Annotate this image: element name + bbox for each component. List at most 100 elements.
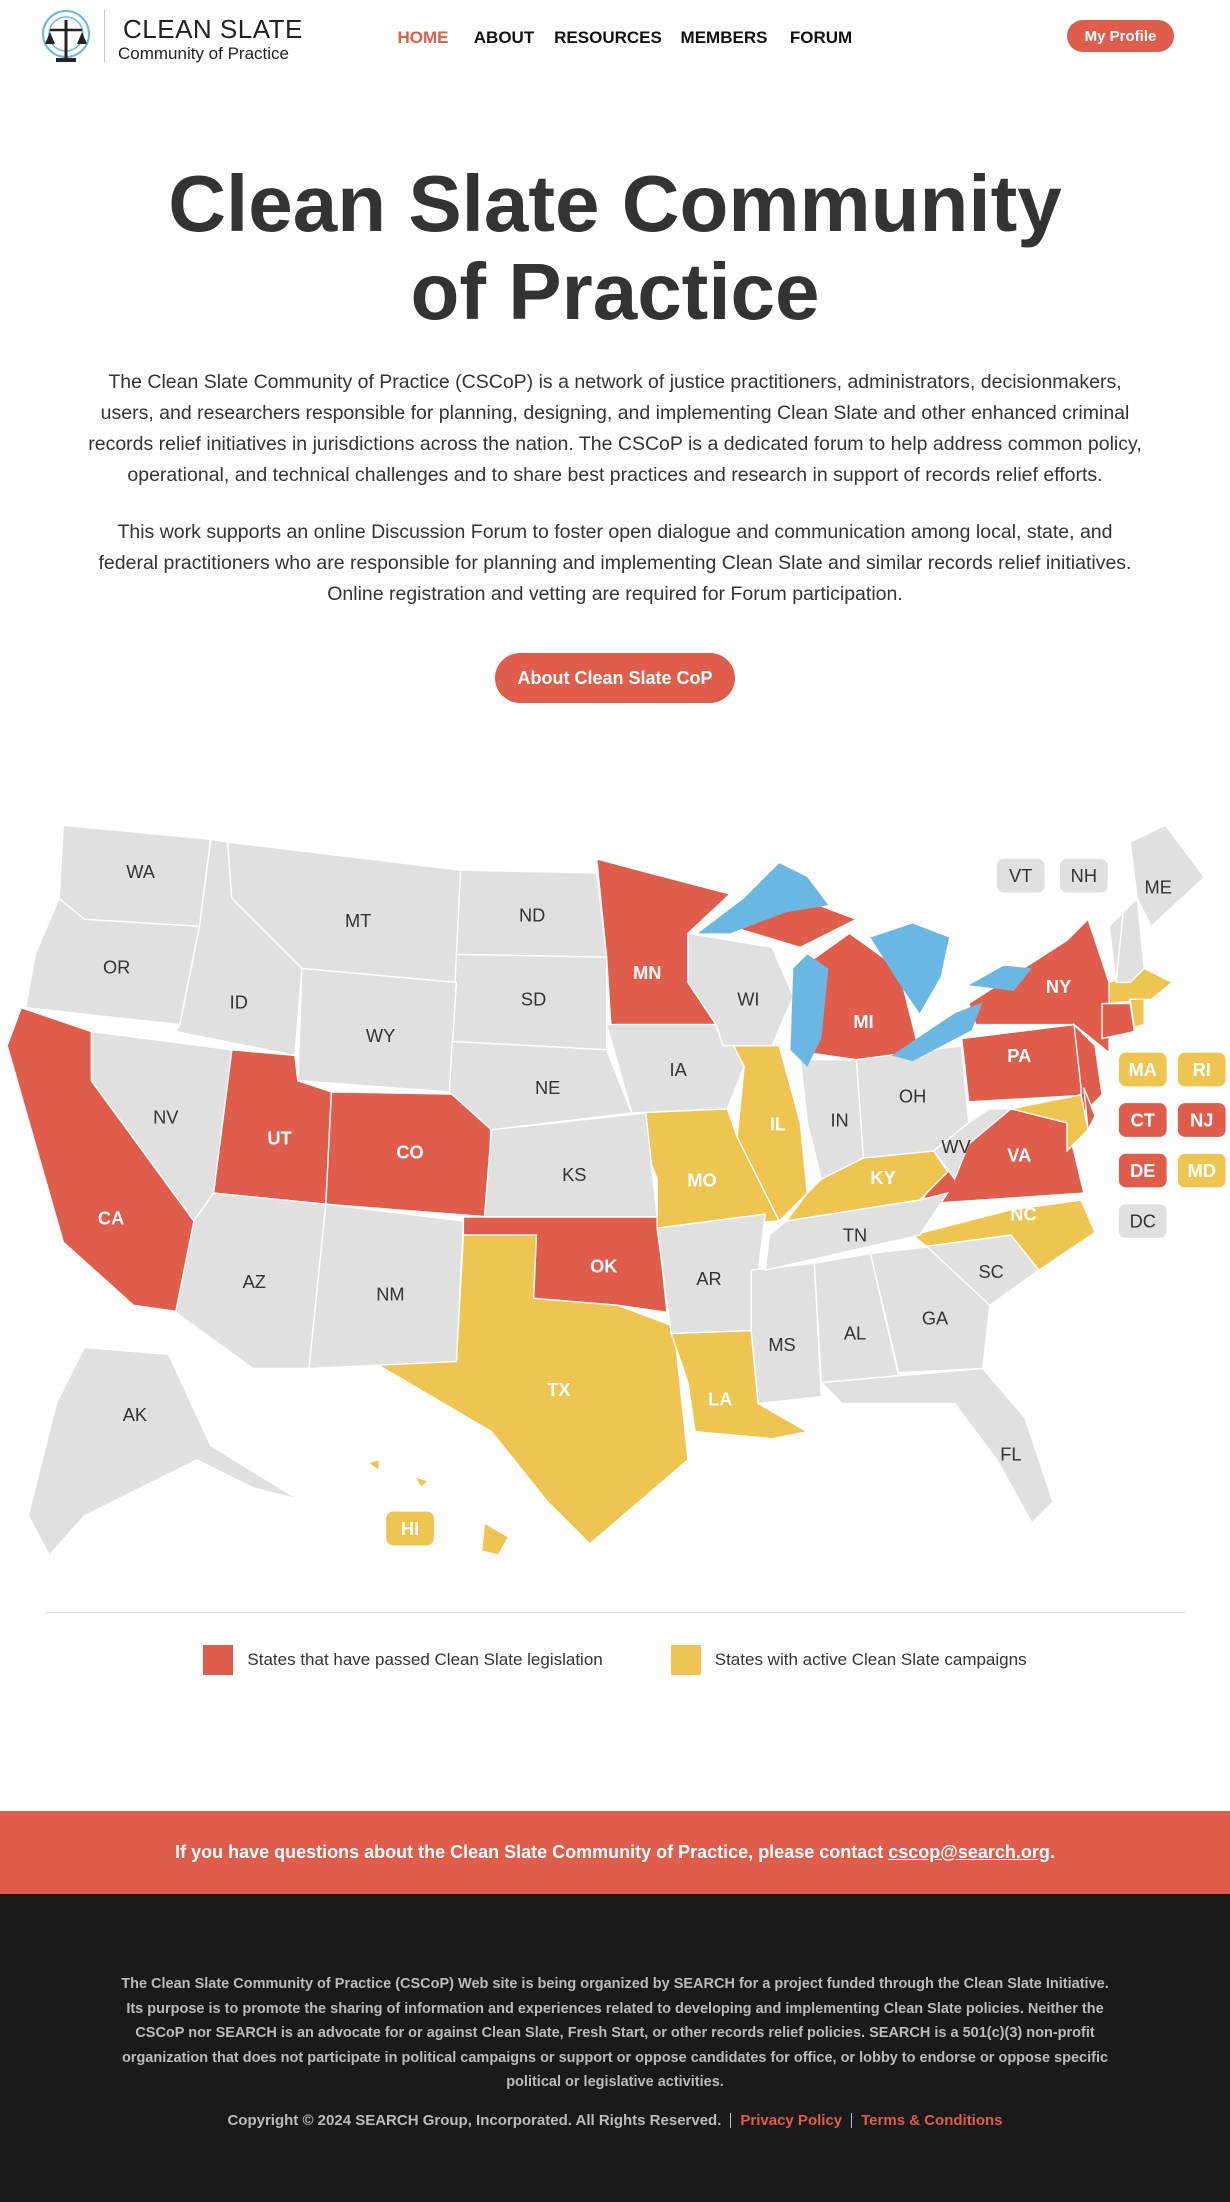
state-badge	[1118, 1204, 1167, 1238]
logo-title: CLEAN SLATE	[123, 14, 303, 44]
state-label: TN	[843, 1224, 867, 1245]
state-shape	[1129, 824, 1206, 928]
legend-swatch	[203, 1645, 234, 1675]
nav-link[interactable]: MEMBERS	[680, 28, 768, 47]
footer-copyright-row: Copyright © 2024 SEARCH Group, Incorpora…	[0, 2112, 1230, 2129]
state-shape	[1083, 1087, 1096, 1133]
state-shape	[605, 1023, 745, 1114]
nav-link[interactable]: HOME	[397, 28, 449, 47]
state-label: UT	[267, 1128, 291, 1149]
about-button[interactable]: About Clean Slate CoP	[495, 653, 735, 703]
legend-swatch	[670, 1645, 701, 1675]
state-shape	[480, 1521, 510, 1556]
state-label: CT	[1131, 1109, 1155, 1130]
state-label: MN	[633, 962, 661, 983]
state-shape	[1129, 998, 1145, 1029]
state-badge	[1177, 1153, 1226, 1188]
state-badge	[1059, 858, 1108, 893]
state-shape	[932, 1108, 1013, 1181]
state-badge	[1177, 1052, 1226, 1087]
state-shape	[412, 1475, 430, 1489]
state-shape	[1101, 1002, 1136, 1040]
state-shape	[764, 1191, 950, 1272]
state-labels: CA UT CO OK MN MI PA NY VA CT NJ DE TX LA MO IL KY NC MA RI…	[98, 858, 1226, 1546]
state-label: MI	[853, 1011, 873, 1032]
us-map: CA UT CO OK MN MI PA NY VA CT NJ DE TX LA MO IL KY NC MA RI…	[6, 824, 1226, 1557]
states	[6, 824, 1206, 1557]
contact-end: .	[1049, 1842, 1055, 1862]
state-label: OK	[590, 1255, 617, 1276]
state-shape	[27, 1346, 299, 1557]
state-label: IL	[770, 1114, 786, 1135]
separator	[851, 2113, 853, 2128]
state-shape	[750, 1262, 823, 1405]
state-label: AR	[696, 1268, 721, 1289]
state-label: GA	[922, 1307, 949, 1328]
email-link[interactable]: cscop@search.org	[888, 1842, 1050, 1862]
state-shape	[308, 1203, 465, 1370]
state-shape	[1115, 896, 1145, 984]
state-label: NY	[1046, 976, 1071, 997]
separator	[730, 2113, 732, 2128]
state-label: MD	[1188, 1160, 1216, 1181]
state-label: ND	[519, 904, 545, 925]
logo-icon	[42, 10, 90, 62]
terms-link[interactable]: Terms & Conditions	[861, 2112, 1003, 2129]
nav-link[interactable]: ABOUT	[473, 28, 535, 47]
state-label: WY	[366, 1025, 395, 1046]
hero-paragraph: The Clean Slate Community of Practice (C…	[88, 371, 1142, 486]
logo-divider	[104, 10, 105, 62]
profile-button[interactable]: My Profile	[1067, 20, 1174, 52]
state-shape	[483, 1112, 658, 1218]
state-label: HI	[401, 1518, 419, 1539]
state-label: OR	[103, 956, 130, 977]
state-label: MA	[1129, 1059, 1157, 1080]
state-label: AZ	[243, 1271, 266, 1292]
state-label: DC	[1130, 1210, 1156, 1231]
state-shape	[925, 1234, 1040, 1307]
state-badge	[996, 858, 1045, 893]
state-badge	[1118, 1103, 1167, 1137]
state-label: NM	[376, 1283, 404, 1304]
state-label: IA	[670, 1059, 688, 1080]
legend-item: States with active Clean Slate campaigns	[670, 1645, 1027, 1675]
state-label: VT	[1009, 865, 1032, 886]
nav-link[interactable]: FORUM	[789, 28, 853, 47]
state-shape	[1010, 1093, 1089, 1153]
footer: The Clean Slate Community of Practice (C…	[0, 1894, 1230, 2202]
state-label: SD	[521, 989, 546, 1010]
nav-link[interactable]: RESOURCES	[554, 28, 662, 47]
great-lakes	[697, 863, 1032, 1067]
state-label: CO	[396, 1142, 423, 1163]
state-label: FL	[1000, 1443, 1021, 1464]
state-shape	[448, 1040, 633, 1131]
state-shape	[721, 1044, 809, 1223]
state-badge	[1177, 1103, 1226, 1137]
state-label: NV	[153, 1107, 179, 1128]
contact-band: If you have questions about the Clean Sl…	[0, 1811, 1230, 1894]
state-shape	[687, 932, 795, 1047]
state-label: KS	[562, 1164, 586, 1185]
state-label: KY	[870, 1167, 895, 1188]
state-label: NC	[1010, 1203, 1036, 1224]
state-label: LA	[708, 1389, 732, 1410]
privacy-link[interactable]: Privacy Policy	[740, 2112, 843, 2129]
state-label: OH	[899, 1085, 926, 1106]
hero-title: Clean Slate Community of Practice	[168, 159, 1062, 336]
state-label: WI	[737, 989, 759, 1010]
copyright: Copyright © 2024 SEARCH Group, Incorpora…	[227, 2112, 722, 2129]
state-label: PA	[1007, 1045, 1031, 1066]
state-label: VA	[1007, 1144, 1031, 1165]
state-label: NE	[535, 1077, 560, 1098]
logo-subtitle: Community of Practice	[118, 44, 289, 63]
contact-text: If you have questions about the Clean Sl…	[175, 1842, 884, 1862]
legend-label: States with active Clean Slate campaigns	[714, 1650, 1027, 1669]
state-label: SC	[979, 1261, 1004, 1282]
state-label: CA	[98, 1208, 124, 1229]
legend-label: States that have passed Clean Slate legi…	[247, 1650, 603, 1669]
state-label: NH	[1071, 865, 1097, 886]
state-badge	[1118, 1052, 1167, 1087]
state-label: ID	[230, 991, 248, 1012]
state-label: MO	[687, 1170, 716, 1191]
state-label: MS	[768, 1334, 795, 1355]
